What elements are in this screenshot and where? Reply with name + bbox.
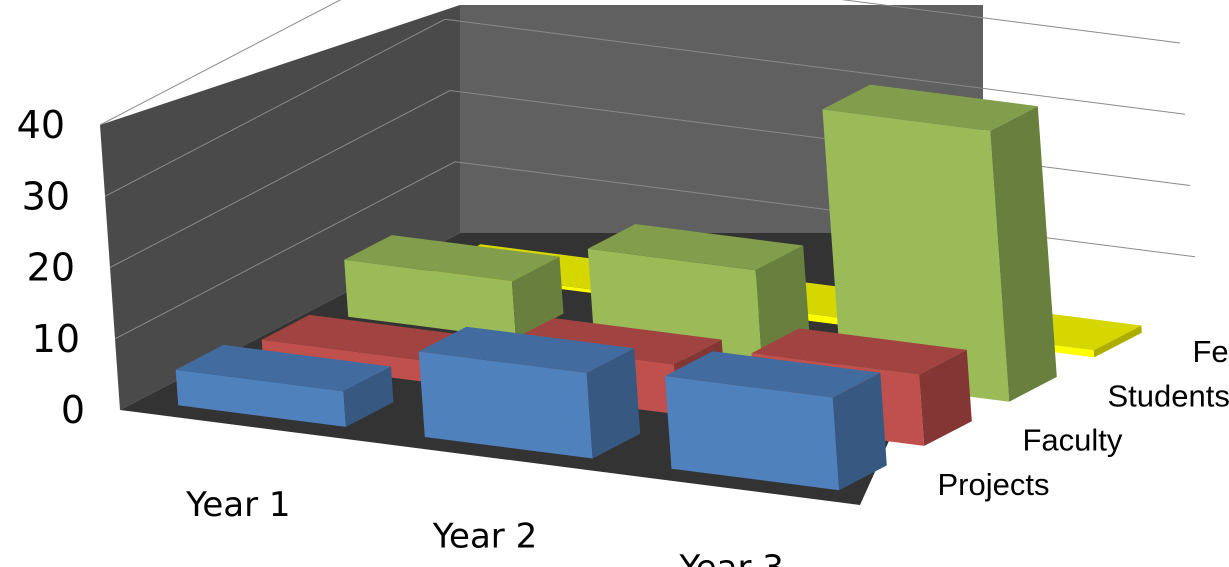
bar-top-face <box>587 224 804 271</box>
bar-front-face <box>822 109 1010 402</box>
bar-front-face <box>175 369 346 427</box>
y-tick-label: 40 <box>17 103 65 147</box>
y-tick-label: 20 <box>27 246 75 290</box>
y-tick-label: 0 <box>61 388 85 432</box>
bar-side-face <box>343 366 394 427</box>
bar <box>822 84 1057 402</box>
y-tick-label: 10 <box>32 317 80 361</box>
side-wall <box>100 5 460 410</box>
gridline <box>104 18 1186 197</box>
gridline <box>99 0 1181 126</box>
bar-top-face <box>418 326 635 373</box>
bar-side-face <box>919 349 972 446</box>
bar-front-face <box>344 259 516 339</box>
bar-top-face <box>751 328 967 375</box>
x-axis-ticks: Year 1 Year 2 Year 3 <box>185 485 784 567</box>
series-tick-label: Faculty <box>1023 423 1123 458</box>
bar-top-face <box>506 318 722 365</box>
bar-front-face <box>418 351 593 459</box>
bars <box>175 84 1142 491</box>
bar <box>665 351 887 491</box>
bar-top-face <box>175 344 391 392</box>
bar-side-face <box>511 256 564 339</box>
x-tick-label: Year 3 <box>678 548 783 567</box>
series-axis-ticks: Projects Faculty Students Female Faculty <box>938 334 1229 502</box>
bar <box>344 235 564 339</box>
series-tick-label: Projects <box>938 467 1050 502</box>
bar-side-face <box>1093 325 1142 358</box>
series-tick-label: Female Faculty <box>1193 334 1229 369</box>
bar-top-face <box>665 351 881 398</box>
bar-front-face <box>665 376 840 491</box>
bar <box>418 326 641 459</box>
bar-side-face <box>832 372 887 491</box>
bar-top-face <box>344 235 560 282</box>
bar-side-face <box>990 106 1057 402</box>
bar-side-face <box>586 348 641 459</box>
y-tick-label: 30 <box>22 174 70 218</box>
bar-top-face <box>822 84 1038 131</box>
x-tick-label: Year 2 <box>432 517 537 557</box>
series-tick-label: Students <box>1108 378 1229 413</box>
bar <box>175 344 394 427</box>
x-tick-label: Year 1 <box>185 485 290 525</box>
y-axis-ticks: 0 10 20 30 40 <box>17 103 85 432</box>
